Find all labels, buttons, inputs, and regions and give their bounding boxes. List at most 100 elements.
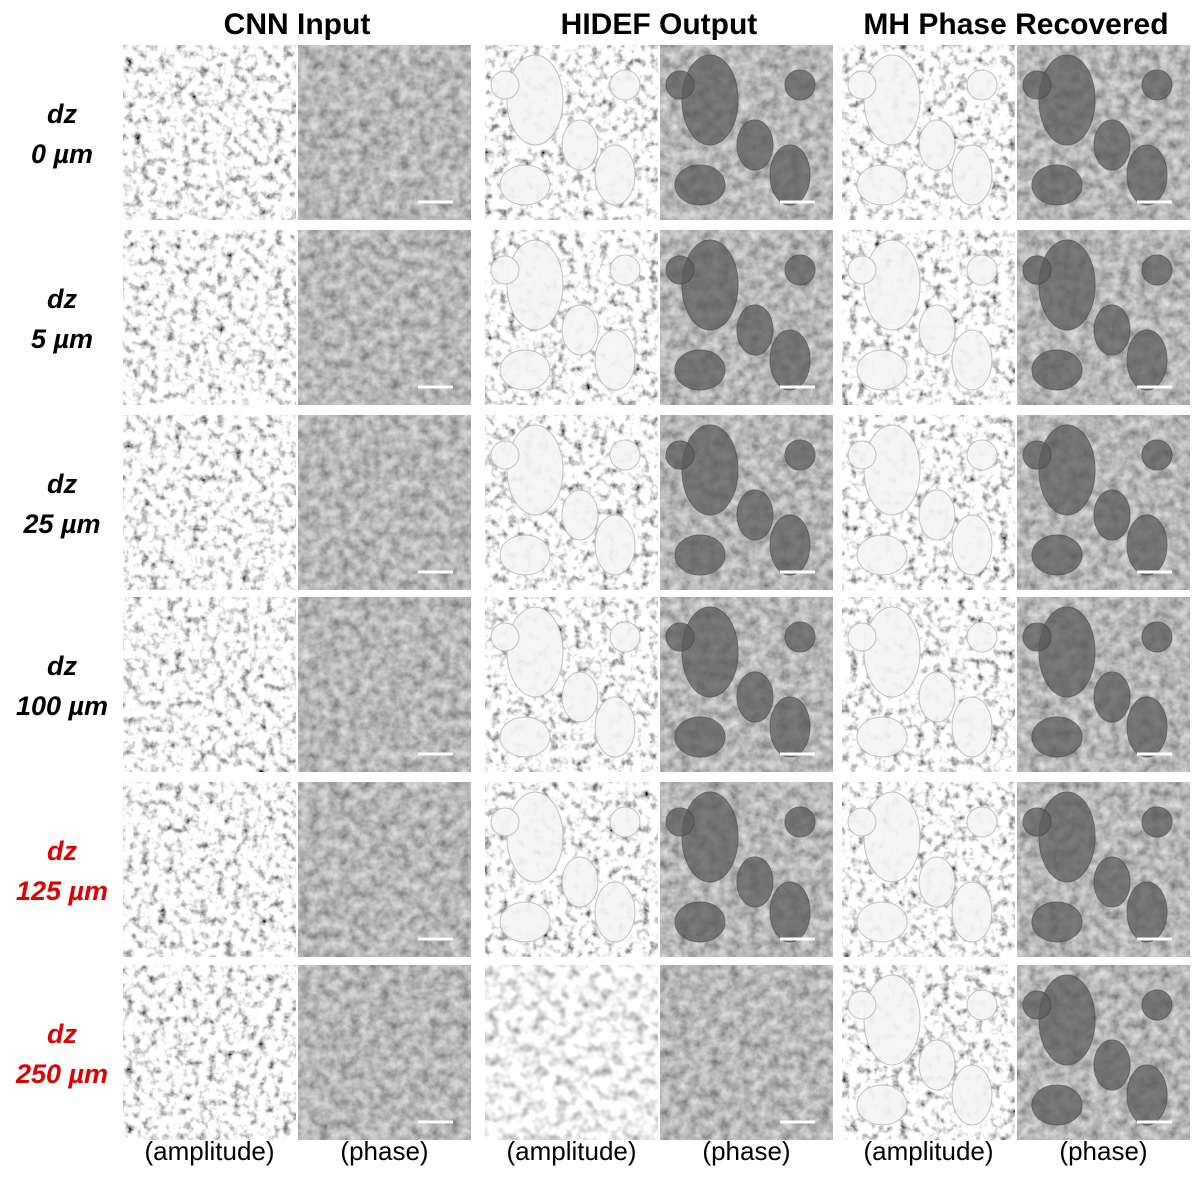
structure [1141,989,1173,1021]
structure [490,70,520,100]
structure [1022,255,1052,285]
structure [1093,489,1131,541]
image-panel [298,597,471,772]
structure [1022,807,1052,837]
subcolumn-label: (amplitude) [863,1136,993,1166]
image-panel [123,782,296,957]
structure [951,514,993,576]
subcolumn-label: (phase) [702,1136,790,1166]
structure [1031,901,1083,943]
row-label: dz [47,1019,77,1049]
structure [863,239,921,331]
structure [784,69,816,101]
structure [594,144,636,206]
structure [490,807,520,837]
structure [863,54,921,146]
structure [506,54,564,146]
structure [863,791,921,883]
image-panel [123,965,296,1140]
structure [499,164,551,206]
structure [665,440,695,470]
structure [966,69,998,101]
image-panel [298,230,471,405]
structure [499,534,551,576]
structure [1031,534,1083,576]
row-label: dz [47,469,77,499]
structure [1126,696,1168,758]
structure [490,622,520,652]
structure [1093,119,1131,171]
structure [1038,791,1096,883]
structure [1038,239,1096,331]
structure [561,489,599,541]
structure [856,1084,908,1126]
structure [561,856,599,908]
structure [561,671,599,723]
structure [665,622,695,652]
structure [769,329,811,391]
subcolumn-label: (phase) [1059,1136,1147,1166]
row-depth: 100 µm [16,691,108,721]
structure [499,901,551,943]
image-panel [123,45,296,220]
row-label: dz [47,284,77,314]
row-depth: 5 µm [31,324,93,354]
structure [951,144,993,206]
structure [665,255,695,285]
structure [681,54,739,146]
structure [1022,990,1052,1020]
structure [499,716,551,758]
structure [1126,144,1168,206]
structure [966,989,998,1021]
row-label: dz [47,99,77,129]
structure [736,856,774,908]
structure [856,164,908,206]
structure [769,144,811,206]
image-panel [298,965,471,1140]
structure [1038,54,1096,146]
image-panel [123,415,296,590]
row-label: dz [47,651,77,681]
structure [1031,349,1083,391]
structure [665,807,695,837]
structure [856,901,908,943]
structure [1093,856,1131,908]
structure [609,806,641,838]
structure [736,304,774,356]
structure [847,622,877,652]
subcolumn-label: (phase) [340,1136,428,1166]
structure [506,239,564,331]
structure [847,255,877,285]
structure [594,329,636,391]
structure [847,990,877,1020]
structure [918,119,956,171]
structure [1038,424,1096,516]
structure [951,1064,993,1126]
structure [1031,164,1083,206]
structure [966,806,998,838]
structure [847,807,877,837]
structure [674,534,726,576]
image-panel [660,965,833,1140]
structure [1141,254,1173,286]
structure [681,239,739,331]
structure [918,671,956,723]
structure [1141,806,1173,838]
subcolumn-label: (amplitude) [506,1136,636,1166]
image-panel [485,965,658,1140]
structure [1126,1064,1168,1126]
structure [736,119,774,171]
structure [1031,1084,1083,1126]
structure [784,806,816,838]
row-depth: 25 µm [22,509,100,539]
structure [506,424,564,516]
image-panel [298,45,471,220]
structure [769,514,811,576]
structure [1022,70,1052,100]
row-depth: 125 µm [16,876,108,906]
structure [609,621,641,653]
structure [665,70,695,100]
image-grid [123,45,1190,1140]
structure [1126,329,1168,391]
structure [609,69,641,101]
